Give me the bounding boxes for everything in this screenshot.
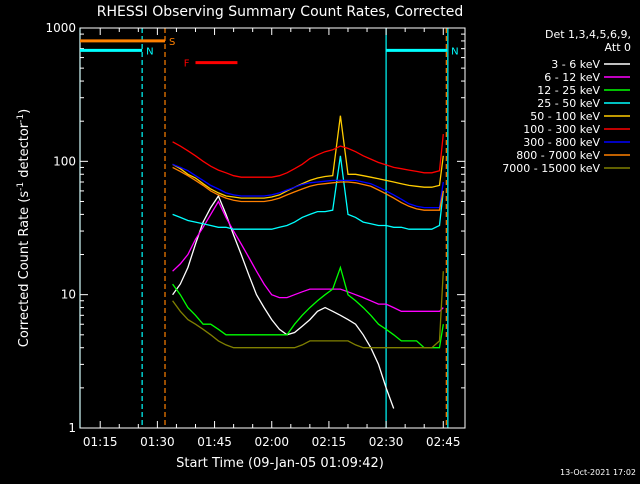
series-25-50-kev: [172, 155, 444, 230]
series-12-25-kev: [172, 265, 444, 349]
series-6-12-kev: [172, 200, 444, 312]
x-tick-label: 01:45: [197, 435, 232, 449]
x-tick-label: 02:00: [254, 435, 289, 449]
series-100-300-kev: [172, 134, 444, 178]
legend-label-12-25-kev: 12 - 25 keV: [537, 84, 600, 97]
flag-label-n: N: [451, 46, 458, 57]
legend-label-6-12-kev: 6 - 12 keV: [544, 71, 600, 84]
y-axis-label-main: Corrected Count Rate (s: [17, 191, 32, 348]
y-tick-label: 1: [68, 421, 76, 435]
series-300-800-kev: [172, 163, 444, 209]
y-tick-label: 1000: [45, 21, 76, 35]
series-50-100-kev: [172, 115, 444, 199]
legend-label-800-7000-kev: 800 - 7000 keV: [516, 149, 600, 162]
legend-label-100-300-kev: 100 - 300 keV: [523, 123, 600, 136]
legend-label-50-100-kev: 50 - 100 keV: [530, 110, 600, 123]
legend-label-7000-15000-kev: 7000 - 15000 keV: [502, 162, 600, 175]
plot-area: [79, 28, 449, 428]
series-7000-15000-kev: [172, 271, 444, 349]
plot-frame: [79, 27, 466, 429]
series-800-7000-kev: [172, 166, 444, 211]
flag-label-f: F: [184, 59, 190, 70]
y-tick-label: 100: [53, 154, 76, 168]
legend-header-line1: Det 1,3,4,5,6,9,: [545, 28, 631, 41]
x-axis-label: Start Time (09-Jan-05 01:09:42): [176, 456, 384, 471]
y-axis-label: Corrected Count Rate (s-1 detector-1): [16, 109, 32, 347]
x-axis: 01:15 01:30 01:45 02:00 02:15 02:30 02:45: [83, 28, 461, 449]
legend-label-25-50-kev: 25 - 50 keV: [537, 97, 600, 110]
y-axis-label-tail: detector: [17, 122, 32, 182]
x-tick-label: 01:30: [140, 435, 175, 449]
y-tick-label: 10: [61, 288, 76, 302]
x-tick-label: 02:45: [426, 435, 461, 449]
flag-markers: S N N F: [80, 37, 459, 70]
y-axis-label-close: ): [17, 109, 32, 114]
flag-label-s: S: [169, 37, 175, 48]
legend-label-300-800-kev: 300 - 800 keV: [523, 136, 600, 149]
x-tick-label: 02:30: [369, 435, 404, 449]
chart-title: RHESSI Observing Summary Count Rates, Co…: [97, 4, 463, 20]
legend-header-line2: Att 0: [605, 41, 631, 54]
y-axis: 1 10 100 1000: [45, 21, 465, 435]
legend-label-3-6-kev: 3 - 6 keV: [551, 58, 600, 71]
flag-label-n: N: [146, 46, 153, 57]
series-3-6-kev: [172, 194, 395, 409]
x-tick-label: 02:15: [312, 435, 347, 449]
y-axis-label-sup: -1: [16, 182, 26, 191]
timestamp: 13-Oct-2021 17:02: [560, 468, 636, 477]
x-tick-label: 01:15: [83, 435, 118, 449]
y-axis-label-sup2: -1: [16, 114, 26, 123]
